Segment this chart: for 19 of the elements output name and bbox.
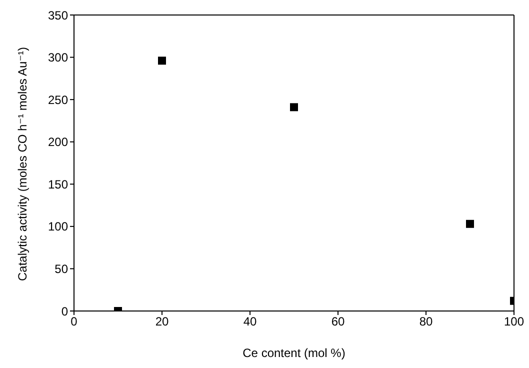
y-tick-label: 200 [48, 135, 68, 150]
x-tick-label: 20 [155, 314, 169, 329]
point [290, 103, 298, 112]
y-tick-label: 350 [48, 8, 68, 22]
point [466, 220, 474, 228]
y-tick-label: 100 [48, 220, 68, 234]
y-tick-label: 50 [54, 262, 68, 276]
y-tick-label: 150 [48, 177, 68, 192]
x-tick-label: 60 [331, 314, 345, 329]
x-tick-label: 0 [70, 314, 78, 329]
y-axis-title: Catalytic activity (moles CO h⁻¹ moles Au⁻¹) [15, 46, 30, 281]
x-tick-label: 40 [243, 314, 257, 329]
y-tick-label: 250 [48, 92, 68, 107]
y-tick-label: 0 [61, 304, 68, 318]
x-axis-title: Ce content (mol %) [242, 346, 346, 360]
x-tick-label: 100 [504, 314, 524, 329]
x-tick-label: 80 [419, 314, 433, 329]
y-tick-label: 300 [48, 50, 68, 65]
point [158, 56, 166, 65]
